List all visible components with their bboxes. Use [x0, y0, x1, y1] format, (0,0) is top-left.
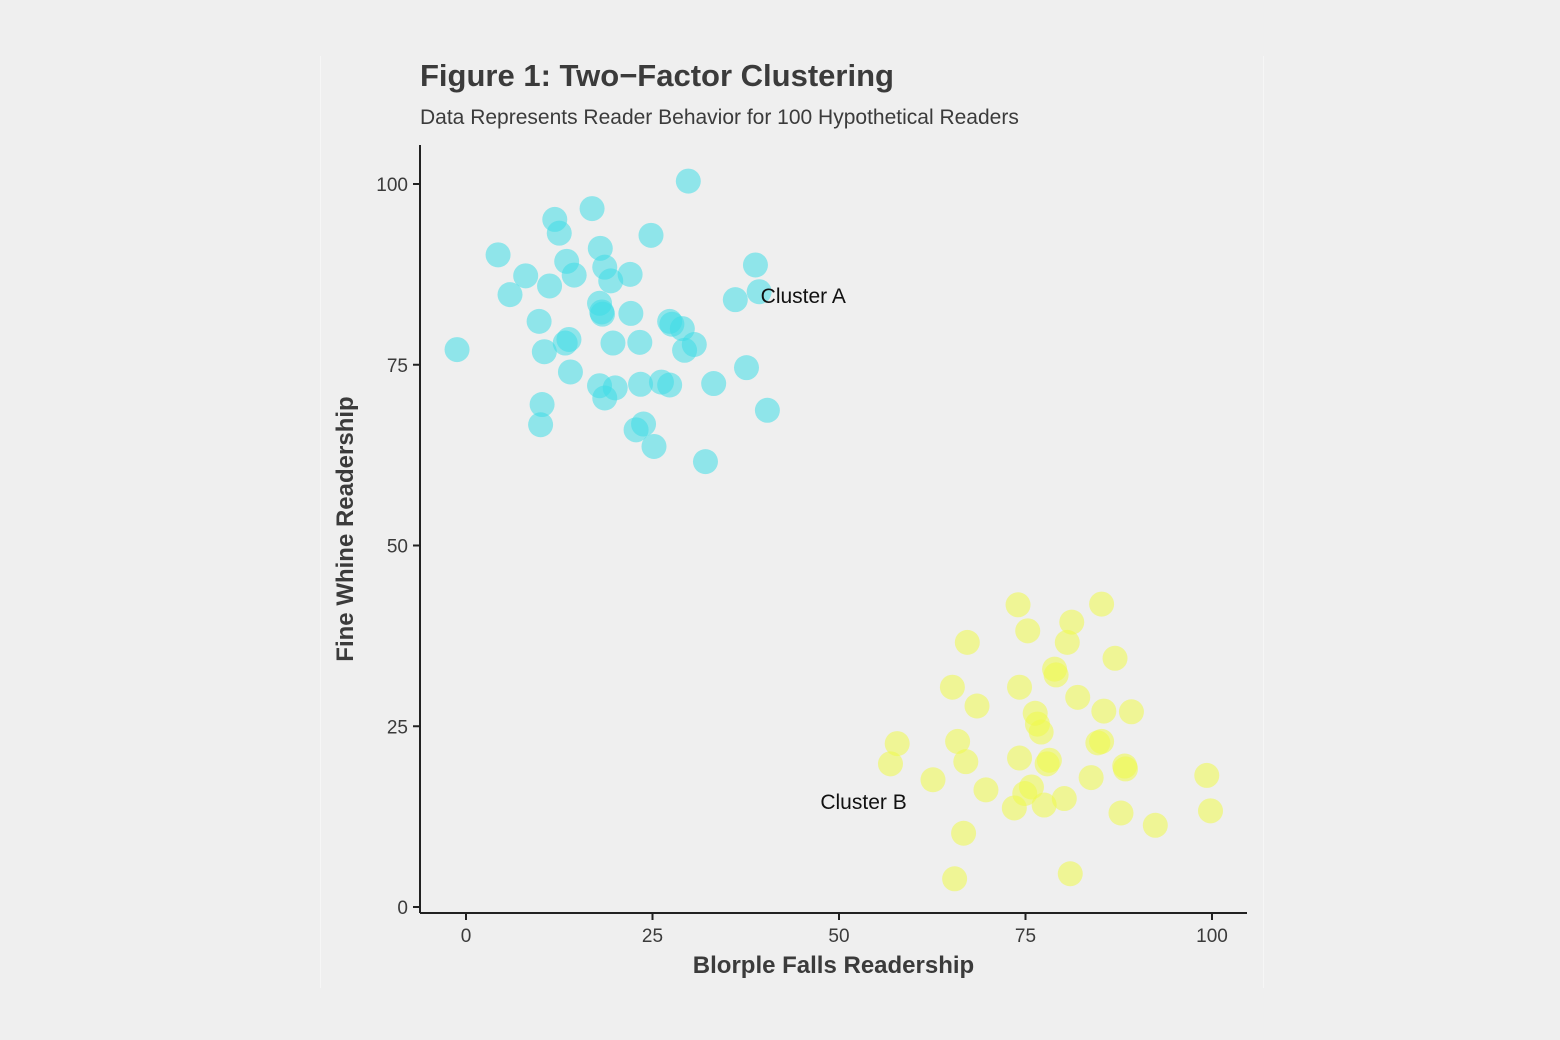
data-point — [579, 196, 605, 222]
cluster-annotation: Cluster B — [820, 791, 906, 814]
data-point — [513, 263, 539, 289]
x-tick-label: 50 — [828, 926, 849, 947]
data-point — [1031, 792, 1057, 818]
data-point — [1043, 662, 1069, 688]
x-tick-label: 75 — [1015, 926, 1036, 947]
data-point — [1018, 774, 1044, 800]
data-point — [1057, 861, 1083, 887]
data-point — [1142, 812, 1168, 838]
data-point — [1015, 618, 1041, 644]
data-point — [1059, 609, 1085, 635]
data-point — [557, 359, 583, 385]
data-point — [590, 301, 616, 327]
x-axis-title: Blorple Falls Readership — [693, 952, 974, 979]
data-point — [945, 728, 971, 754]
data-point — [884, 731, 910, 757]
data-point — [546, 220, 572, 246]
data-point — [733, 355, 759, 381]
data-point — [877, 751, 903, 777]
data-point — [497, 282, 523, 308]
chart-subtitle: Data Represents Reader Behavior for 100 … — [420, 106, 1019, 129]
data-point — [587, 235, 613, 261]
points-layer — [444, 168, 1224, 892]
data-point — [675, 168, 701, 194]
x-tick-label: 100 — [1196, 926, 1228, 947]
data-point — [638, 222, 664, 248]
chart-title: Figure 1: Two−Factor Clustering — [420, 58, 894, 93]
data-point — [1036, 747, 1062, 773]
data-point — [602, 375, 628, 401]
y-tick-label: 0 — [397, 898, 408, 919]
data-point — [529, 392, 555, 418]
y-tick-label: 100 — [376, 175, 408, 196]
data-point — [641, 433, 667, 459]
data-point — [1065, 684, 1091, 710]
data-point — [631, 411, 657, 437]
data-point — [1005, 592, 1031, 618]
data-point — [1028, 719, 1054, 745]
axes-layer — [419, 145, 1247, 914]
data-point — [1102, 645, 1128, 671]
data-point — [657, 372, 683, 398]
data-point — [1054, 629, 1080, 655]
data-point — [598, 268, 624, 294]
data-point — [920, 767, 946, 793]
y-tick-label: 50 — [387, 537, 408, 558]
data-point — [556, 326, 582, 352]
data-point — [942, 866, 968, 892]
data-point — [617, 261, 643, 287]
data-point — [939, 674, 965, 700]
data-point — [531, 339, 557, 365]
series-1 — [444, 168, 780, 475]
data-point — [953, 749, 979, 775]
ticks-layer: 0 25 50 75 100 0 25 50 75 100 — [376, 175, 1228, 947]
y-tick-label: 75 — [387, 356, 408, 377]
data-point — [526, 308, 552, 334]
data-point — [1108, 800, 1134, 826]
data-point — [722, 287, 748, 313]
data-point — [964, 693, 990, 719]
data-point — [561, 262, 587, 288]
data-point — [954, 629, 980, 655]
data-point — [1089, 728, 1115, 754]
data-point — [1078, 765, 1104, 791]
data-point — [444, 337, 470, 363]
data-point — [485, 242, 511, 268]
data-point — [600, 330, 626, 356]
cluster-annotation: Cluster A — [761, 285, 846, 308]
x-tick-label: 25 — [642, 926, 663, 947]
data-point — [951, 820, 977, 846]
data-point — [754, 397, 780, 423]
data-point — [1112, 756, 1138, 782]
data-point — [628, 371, 654, 397]
data-point — [1007, 745, 1033, 771]
data-point — [1198, 798, 1224, 824]
data-point — [1051, 786, 1077, 812]
series-2 — [877, 591, 1224, 892]
data-point — [1089, 591, 1115, 617]
chart-panel — [320, 56, 1264, 988]
data-point — [746, 279, 772, 305]
data-point — [681, 332, 707, 358]
y-tick-label: 25 — [387, 717, 408, 738]
data-point — [692, 449, 718, 475]
data-point — [627, 329, 653, 355]
data-point — [701, 371, 727, 397]
data-point — [528, 412, 554, 438]
data-point — [1194, 762, 1220, 788]
data-point — [742, 252, 768, 278]
data-point — [1118, 699, 1144, 725]
data-point — [973, 777, 999, 803]
x-tick-label: 0 — [461, 926, 472, 947]
data-point — [1091, 698, 1117, 724]
data-point — [618, 300, 644, 326]
annotations-layer: Cluster A Cluster B — [761, 285, 907, 814]
data-point — [1007, 674, 1033, 700]
data-point — [537, 273, 563, 299]
y-axis-title: Fine Whine Readership — [332, 396, 359, 661]
